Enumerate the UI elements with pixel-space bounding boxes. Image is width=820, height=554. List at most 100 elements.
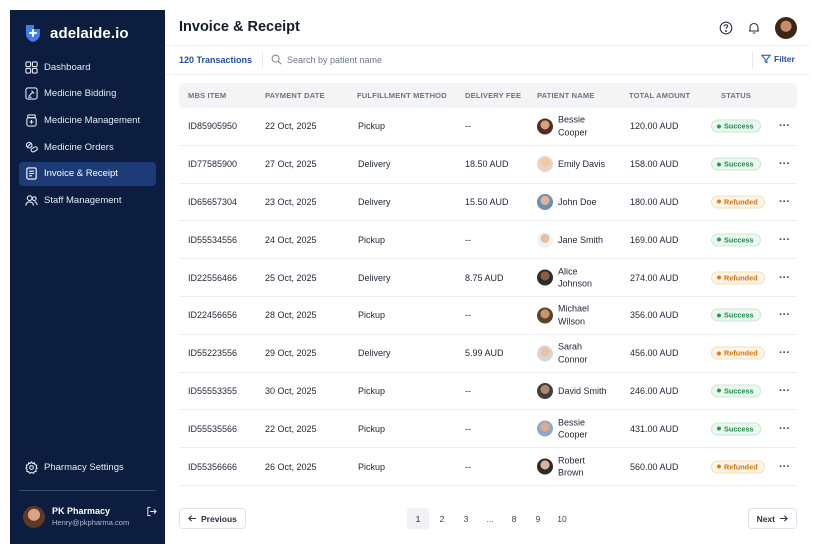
column-header-mbs-item[interactable]: MBS ITEM <box>188 91 227 100</box>
status-dot <box>717 426 721 431</box>
status-badge: Success <box>711 308 761 322</box>
filter-button[interactable]: Filter <box>761 54 795 64</box>
total-amount-cell: 120.00 AUD <box>630 121 679 132</box>
patient-avatar <box>537 382 553 399</box>
patient-name: Michael Wilson <box>558 303 590 327</box>
row-actions-button[interactable]: ··· <box>779 271 790 284</box>
status-cell: Success <box>711 157 761 171</box>
table-header: MBS ITEM PAYMENT DATE FULFILLMENT METHOD… <box>179 83 797 108</box>
mbs-item-cell: ID65657304 <box>188 196 238 207</box>
patient-avatar <box>537 420 553 437</box>
status-label: Success <box>724 424 754 434</box>
status-dot <box>717 199 721 204</box>
patient-cell: David Smith <box>537 382 610 399</box>
column-header-delivery-fee[interactable]: DELIVERY FEE <box>465 91 522 100</box>
status-cell: Success <box>711 119 761 133</box>
table-row[interactable]: ID55223556 29 Oct, 2025 Delivery 5.99 AUD Sa… <box>179 335 797 373</box>
page-number-button[interactable]: 10 <box>557 513 567 524</box>
table-row[interactable]: ID55356666 26 Oct, 2025 Pickup -- Robert Bro… <box>179 448 797 486</box>
delivery-fee-cell: -- <box>465 234 471 245</box>
row-actions-button[interactable]: ··· <box>779 195 790 208</box>
table-row[interactable]: ID85905950 22 Oct, 2025 Pickup -- Bessie Coo… <box>179 108 797 146</box>
row-actions-button[interactable]: ··· <box>779 309 790 322</box>
row-actions-button[interactable]: ··· <box>779 233 790 246</box>
row-actions-button[interactable]: ··· <box>779 347 790 360</box>
patient-avatar <box>537 307 553 324</box>
payment-date-cell: 27 Oct, 2025 <box>265 159 317 170</box>
logout-icon[interactable] <box>146 506 157 517</box>
patient-avatar <box>537 156 553 173</box>
page-number-button[interactable]: 2 <box>439 513 445 524</box>
search-input[interactable] <box>287 54 447 65</box>
table-row[interactable]: ID22456656 28 Oct, 2025 Pickup -- Michael Wi… <box>179 297 797 335</box>
sidebar-item-pharmacy-settings[interactable]: Pharmacy Settings <box>19 455 156 479</box>
row-actions-button[interactable]: ··· <box>779 158 790 171</box>
status-cell: Refunded <box>711 346 765 360</box>
status-badge: Refunded <box>711 271 765 285</box>
bell-icon[interactable] <box>747 21 761 35</box>
receipt-icon <box>26 167 37 180</box>
page-title: Invoice & Receipt <box>179 19 300 35</box>
sidebar-item-medicine-bidding[interactable]: Medicine Bidding <box>19 82 156 106</box>
mbs-item-cell: ID55535566 <box>188 423 238 434</box>
status-cell: Success <box>711 308 761 322</box>
table-row[interactable]: ID55534556 24 Oct, 2025 Pickup -- Jane Smith… <box>179 221 797 260</box>
payment-date-cell: 28 Oct, 2025 <box>265 310 317 321</box>
patient-cell: Emily Davis <box>537 156 610 173</box>
profile-name: PK Pharmacy <box>52 506 111 516</box>
fulfillment-method-cell: Pickup <box>358 385 386 396</box>
page-number-button[interactable]: 8 <box>511 513 517 524</box>
profile-card[interactable]: PK Pharmacy Henry@pkpharma.com <box>23 504 157 530</box>
table-row[interactable]: ID55535566 22 Oct, 2025 Pickup -- Bessie Coo… <box>179 410 797 449</box>
status-badge: Success <box>711 384 761 398</box>
sidebar-item-medicine-orders[interactable]: Medicine Orders <box>19 135 156 159</box>
table-row[interactable]: ID65657304 23 Oct, 2025 Delivery 15.50 AUD J… <box>179 184 797 222</box>
status-label: Refunded <box>724 273 758 283</box>
column-header-patient-name[interactable]: PATIENT NAME <box>537 91 595 100</box>
status-dot <box>717 464 721 469</box>
table-row[interactable]: ID22556466 25 Oct, 2025 Delivery 8.75 AUD Al… <box>179 259 797 297</box>
column-header-payment-date[interactable]: PAYMENT DATE <box>265 91 325 100</box>
page-number-button[interactable]: 1 <box>407 508 429 529</box>
help-icon[interactable] <box>719 21 733 35</box>
patient-name: Bessie Cooper <box>558 417 588 440</box>
mbs-item-cell: ID55356666 <box>188 461 238 472</box>
row-actions-button[interactable]: ··· <box>779 422 790 435</box>
page-number-button[interactable]: 9 <box>535 513 541 524</box>
table-row[interactable]: ID55553355 30 Oct, 2025 Pickup -- David Smit… <box>179 373 797 411</box>
status-label: Success <box>724 386 754 396</box>
table-toolbar: 120 Transactions Filter <box>165 46 810 74</box>
status-cell: Refunded <box>711 195 765 209</box>
mbs-item-cell: ID55534556 <box>188 234 238 245</box>
row-actions-button[interactable]: ··· <box>779 120 790 133</box>
patient-cell: Sarah Connor <box>537 341 610 366</box>
header-actions <box>719 17 797 39</box>
status-dot <box>717 388 721 393</box>
sidebar-item-dashboard[interactable]: Dashboard <box>19 55 156 79</box>
sidebar-item-medicine-management[interactable]: Medicine Management <box>19 108 156 132</box>
row-actions-button[interactable]: ··· <box>779 460 790 473</box>
total-amount-cell: 158.00 AUD <box>630 159 679 170</box>
column-header-status[interactable]: STATUS <box>721 91 752 100</box>
total-amount-cell: 431.00 AUD <box>630 423 679 434</box>
row-actions-button[interactable]: ··· <box>779 384 790 397</box>
sidebar-item-staff-management[interactable]: Staff Management <box>19 188 156 212</box>
status-label: Refunded <box>724 348 758 358</box>
brand-logo-icon <box>26 25 40 42</box>
brand[interactable]: adelaide.io <box>23 22 129 44</box>
column-header-total-amount[interactable]: TOTAL AMOUNT <box>629 91 691 100</box>
status-label: Success <box>724 121 754 131</box>
next-page-button[interactable]: Next <box>747 508 797 529</box>
status-badge: Success <box>711 233 761 247</box>
fulfillment-method-cell: Pickup <box>358 310 386 321</box>
patient-cell: Jane Smith <box>537 231 610 248</box>
table-row[interactable]: ID77585900 27 Oct, 2025 Delivery 18.50 AUD E… <box>179 146 797 184</box>
payment-date-cell: 24 Oct, 2025 <box>265 234 317 245</box>
status-cell: Success <box>711 422 761 436</box>
sidebar-item-invoice-receipt[interactable]: Invoice & Receipt <box>19 161 156 186</box>
previous-page-button[interactable]: Previous <box>179 508 246 529</box>
column-header-fulfillment-method[interactable]: FULFILLMENT METHOD <box>357 91 447 100</box>
page-number-button[interactable]: 3 <box>463 513 469 524</box>
user-avatar[interactable] <box>775 17 797 39</box>
delivery-fee-cell: -- <box>465 461 471 472</box>
